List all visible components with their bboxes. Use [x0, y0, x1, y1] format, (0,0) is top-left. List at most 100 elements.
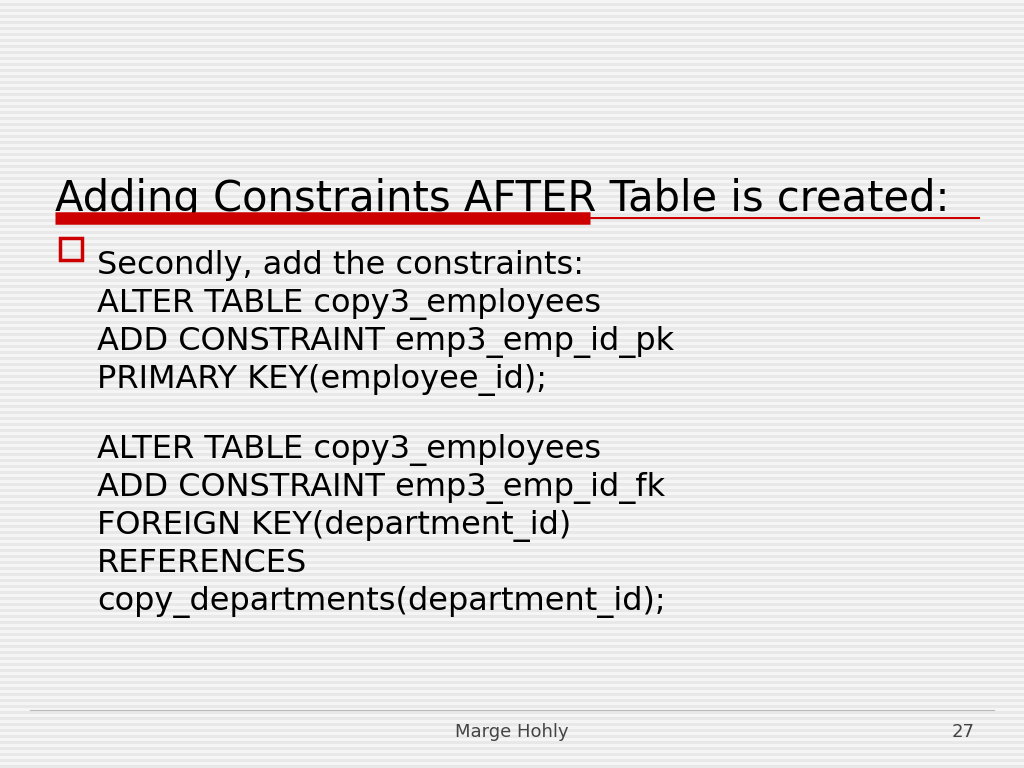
Bar: [0, 639, 1024, 642]
Bar: [0, 267, 1024, 270]
Bar: [0, 609, 1024, 612]
Bar: [60, 238, 82, 260]
Bar: [0, 579, 1024, 582]
Bar: [0, 537, 1024, 540]
Bar: [0, 3, 1024, 6]
Bar: [0, 483, 1024, 486]
Bar: [0, 651, 1024, 654]
Bar: [0, 297, 1024, 300]
Bar: [0, 567, 1024, 570]
Bar: [0, 645, 1024, 648]
Text: Secondly, add the constraints:: Secondly, add the constraints:: [97, 250, 584, 281]
Bar: [0, 387, 1024, 390]
Bar: [0, 453, 1024, 456]
Bar: [0, 357, 1024, 360]
Bar: [0, 117, 1024, 120]
Bar: [0, 51, 1024, 54]
Bar: [0, 423, 1024, 426]
Bar: [0, 705, 1024, 708]
Text: Adding Constraints AFTER Table is created:: Adding Constraints AFTER Table is create…: [55, 178, 949, 220]
Bar: [0, 663, 1024, 666]
Bar: [0, 249, 1024, 252]
Bar: [0, 303, 1024, 306]
Bar: [0, 519, 1024, 522]
Bar: [0, 549, 1024, 552]
Bar: [0, 375, 1024, 378]
Bar: [0, 345, 1024, 348]
Bar: [0, 417, 1024, 420]
Bar: [0, 177, 1024, 180]
Bar: [0, 189, 1024, 192]
Bar: [0, 111, 1024, 114]
Bar: [0, 495, 1024, 498]
Bar: [0, 363, 1024, 366]
Bar: [0, 621, 1024, 624]
Bar: [0, 279, 1024, 282]
Bar: [0, 87, 1024, 90]
Bar: [0, 753, 1024, 756]
Bar: [0, 381, 1024, 384]
Bar: [0, 597, 1024, 600]
Bar: [0, 681, 1024, 684]
Bar: [0, 183, 1024, 186]
Bar: [0, 327, 1024, 330]
Bar: [0, 531, 1024, 534]
Bar: [0, 333, 1024, 336]
Bar: [0, 393, 1024, 396]
Bar: [0, 765, 1024, 768]
Bar: [0, 147, 1024, 150]
Bar: [0, 573, 1024, 576]
Bar: [0, 339, 1024, 342]
Bar: [0, 201, 1024, 204]
Bar: [0, 261, 1024, 264]
Bar: [0, 411, 1024, 414]
Bar: [0, 633, 1024, 636]
Bar: [0, 585, 1024, 588]
Bar: [0, 369, 1024, 372]
Bar: [0, 213, 1024, 216]
Text: copy_departments(department_id);: copy_departments(department_id);: [97, 586, 666, 618]
Bar: [0, 171, 1024, 174]
Bar: [0, 105, 1024, 108]
Bar: [0, 273, 1024, 276]
Bar: [0, 153, 1024, 156]
Bar: [0, 627, 1024, 630]
Bar: [0, 75, 1024, 78]
Bar: [0, 489, 1024, 492]
Bar: [0, 57, 1024, 60]
Bar: [0, 33, 1024, 36]
Bar: [0, 441, 1024, 444]
Bar: [0, 321, 1024, 324]
Bar: [0, 225, 1024, 228]
Text: FOREIGN KEY(department_id): FOREIGN KEY(department_id): [97, 510, 571, 542]
Bar: [0, 255, 1024, 258]
Bar: [0, 81, 1024, 84]
Bar: [0, 93, 1024, 96]
Bar: [0, 315, 1024, 318]
Bar: [0, 207, 1024, 210]
Text: ADD CONSTRAINT emp3_emp_id_fk: ADD CONSTRAINT emp3_emp_id_fk: [97, 472, 666, 505]
Bar: [0, 747, 1024, 750]
Bar: [0, 447, 1024, 450]
Bar: [0, 735, 1024, 738]
Bar: [0, 141, 1024, 144]
Bar: [0, 615, 1024, 618]
Bar: [0, 9, 1024, 12]
Bar: [0, 507, 1024, 510]
Bar: [0, 219, 1024, 222]
Bar: [0, 123, 1024, 126]
Text: ADD CONSTRAINT emp3_emp_id_pk: ADD CONSTRAINT emp3_emp_id_pk: [97, 326, 674, 358]
Bar: [0, 501, 1024, 504]
Bar: [0, 555, 1024, 558]
Bar: [0, 729, 1024, 732]
Bar: [0, 717, 1024, 720]
Bar: [0, 399, 1024, 402]
Bar: [0, 45, 1024, 48]
Bar: [0, 63, 1024, 66]
Bar: [0, 465, 1024, 468]
Bar: [0, 405, 1024, 408]
Text: 27: 27: [952, 723, 975, 741]
Bar: [0, 525, 1024, 528]
Bar: [0, 429, 1024, 432]
Bar: [0, 459, 1024, 462]
